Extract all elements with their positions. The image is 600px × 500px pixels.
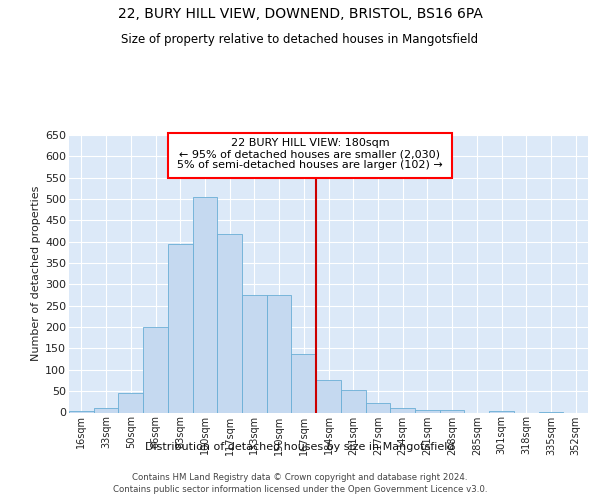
Bar bbox=[94, 408, 118, 412]
Bar bbox=[217, 234, 242, 412]
Text: ← 95% of detached houses are smaller (2,030): ← 95% of detached houses are smaller (2,… bbox=[179, 149, 440, 159]
Text: 5% of semi-detached houses are larger (102) →: 5% of semi-detached houses are larger (1… bbox=[177, 160, 443, 170]
Text: Contains HM Land Registry data © Crown copyright and database right 2024.
Contai: Contains HM Land Registry data © Crown c… bbox=[113, 472, 487, 494]
Text: 22 BURY HILL VIEW: 180sqm: 22 BURY HILL VIEW: 180sqm bbox=[230, 138, 389, 148]
Bar bbox=[341, 390, 365, 412]
Bar bbox=[316, 380, 341, 412]
Bar bbox=[168, 133, 452, 178]
Bar bbox=[242, 295, 267, 412]
Bar bbox=[267, 295, 292, 412]
Bar bbox=[168, 244, 193, 412]
Text: 22, BURY HILL VIEW, DOWNEND, BRISTOL, BS16 6PA: 22, BURY HILL VIEW, DOWNEND, BRISTOL, BS… bbox=[118, 8, 482, 22]
Bar bbox=[365, 403, 390, 412]
Bar bbox=[193, 197, 217, 412]
Bar bbox=[69, 411, 94, 412]
Bar bbox=[118, 394, 143, 412]
Text: Distribution of detached houses by size in Mangotsfield: Distribution of detached houses by size … bbox=[145, 442, 455, 452]
Bar bbox=[489, 411, 514, 412]
Bar bbox=[143, 327, 168, 412]
Bar bbox=[415, 410, 440, 412]
Bar bbox=[390, 408, 415, 412]
Bar bbox=[440, 410, 464, 412]
Y-axis label: Number of detached properties: Number of detached properties bbox=[31, 186, 41, 362]
Text: Size of property relative to detached houses in Mangotsfield: Size of property relative to detached ho… bbox=[121, 32, 479, 46]
Bar bbox=[292, 354, 316, 412]
